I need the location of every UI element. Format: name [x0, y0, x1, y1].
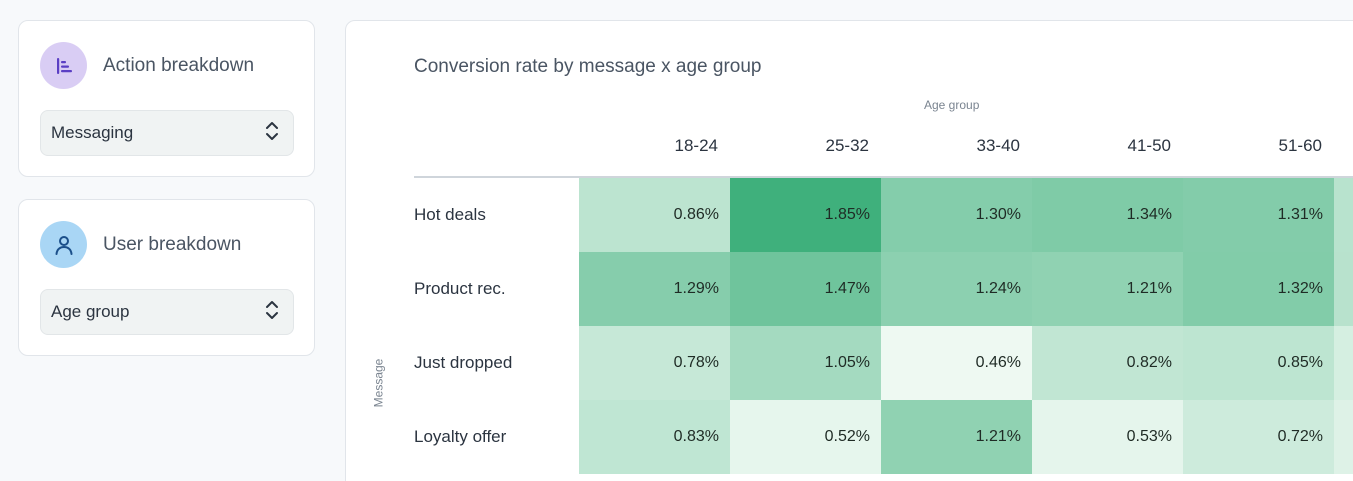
y-tick-label: Product rec. [414, 279, 506, 298]
heatmap-cell[interactable]: 0.72% [1183, 400, 1334, 474]
heatmap-cell[interactable]: 1.05% [730, 326, 881, 400]
action-breakdown-select[interactable]: Messaging [40, 110, 294, 156]
cell-value-label: 1.29% [673, 280, 719, 297]
user-icon [40, 221, 87, 268]
x-tick-label: 25-32 [825, 136, 869, 155]
heatmap-cell[interactable]: 0.46% [881, 326, 1032, 400]
cell-value-label: 0.53% [1126, 428, 1172, 445]
heatmap-cell[interactable]: 0.53% [1032, 400, 1183, 474]
cell-value-label: 1.30% [975, 206, 1021, 223]
user-breakdown-header: User breakdown [40, 221, 241, 268]
cell-value-label: 0.82% [1126, 354, 1172, 371]
cell-value-label: 1.21% [975, 428, 1021, 445]
cell-value-label: 0.52% [824, 428, 870, 445]
heatmap-cell[interactable]: 1.21% [881, 400, 1032, 474]
cell-value-label: 1.32% [1277, 280, 1323, 297]
heatmap-cell[interactable]: 0.78% [579, 326, 730, 400]
cell-value-label: 1.24% [975, 280, 1021, 297]
user-breakdown-card: User breakdown Age group [18, 199, 315, 356]
action-breakdown-value: Messaging [51, 123, 134, 142]
x-tick-label: 18-24 [674, 136, 718, 155]
bar-chart-icon [40, 42, 87, 89]
heatmap-cell-partial [1334, 178, 1353, 252]
y-tick-label: Loyalty offer [414, 427, 507, 446]
heatmap-cell[interactable]: 1.34% [1032, 178, 1183, 252]
user-breakdown-title: User breakdown [103, 233, 242, 255]
action-breakdown-title: Action breakdown [103, 54, 255, 76]
x-tick-label: 51-60 [1278, 136, 1322, 155]
cell-value-label: 1.47% [824, 280, 870, 297]
action-breakdown-header: Action breakdown [40, 42, 254, 89]
heatmap-cell[interactable]: 0.86% [579, 178, 730, 252]
cell-value-label: 0.78% [673, 354, 719, 371]
cell-value-label: 1.21% [1126, 280, 1172, 297]
y-tick-label: Hot deals [414, 205, 486, 224]
chevron-up-down-icon [265, 299, 279, 326]
heatmap-cell[interactable]: 1.31% [1183, 178, 1334, 252]
cell-value-label: 1.85% [824, 206, 870, 223]
y-tick-label: Just dropped [414, 353, 513, 372]
user-breakdown-select[interactable]: Age group [40, 289, 294, 335]
header-divider [414, 176, 1353, 178]
heatmap-cell[interactable]: 1.85% [730, 178, 881, 252]
cell-value-label: 1.34% [1126, 206, 1172, 223]
heatmap-cell[interactable]: 1.21% [1032, 252, 1183, 326]
x-axis-label: Age group [924, 98, 980, 112]
cell-value-label: 0.85% [1277, 354, 1323, 371]
chart-title: Conversion rate by message x age group [414, 56, 762, 77]
y-axis-label: Message [371, 358, 386, 408]
x-tick-label: 41-50 [1127, 136, 1171, 155]
heatmap-cell[interactable]: 1.30% [881, 178, 1032, 252]
cell-value-label: 0.72% [1277, 428, 1323, 445]
cell-value-label: 0.83% [673, 428, 719, 445]
x-tick-label: 33-40 [976, 136, 1020, 155]
cell-value-label: 0.46% [975, 354, 1021, 371]
cell-value-label: 0.86% [673, 206, 719, 223]
heatmap-cell[interactable]: 0.52% [730, 400, 881, 474]
action-breakdown-card: Action breakdown Messaging [18, 20, 315, 177]
heatmap-cell[interactable]: 1.32% [1183, 252, 1334, 326]
cell-value-label: 1.31% [1277, 206, 1323, 223]
chevron-up-down-icon [265, 120, 279, 147]
user-breakdown-value: Age group [51, 302, 130, 321]
heatmap-cell[interactable]: 0.82% [1032, 326, 1183, 400]
heatmap-cell-partial [1334, 400, 1353, 474]
heatmap-cell-partial [1334, 252, 1353, 326]
cell-value-label: 1.05% [824, 354, 870, 371]
heatmap-cell[interactable]: 1.24% [881, 252, 1032, 326]
heatmap-cell[interactable]: 1.47% [730, 252, 881, 326]
heatmap-cell[interactable]: 0.83% [579, 400, 730, 474]
heatmap-panel: Conversion rate by message x age group A… [345, 20, 1353, 481]
heatmap-cell-partial [1334, 326, 1353, 400]
heatmap-cell[interactable]: 0.85% [1183, 326, 1334, 400]
heatmap-cell[interactable]: 1.29% [579, 252, 730, 326]
